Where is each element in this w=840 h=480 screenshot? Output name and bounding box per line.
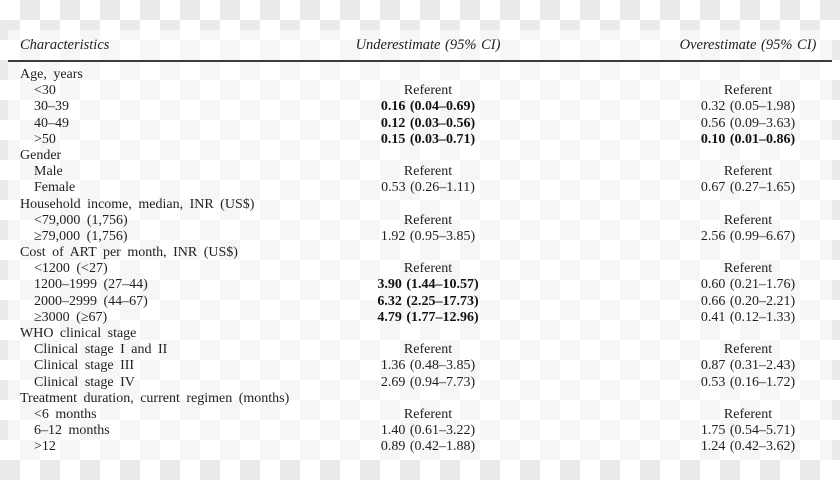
section-label: WHO clinical stage [20, 326, 137, 341]
row-label: >50 [34, 131, 56, 147]
underestimate-value: 1.40 (0.61–3.22) [380, 423, 476, 439]
row-label: Clinical stage I and II [34, 342, 168, 358]
column-header-underestimate: Underestimate (95% CI) [355, 37, 501, 53]
row-label: <30 [34, 83, 56, 99]
overestimate-value: 0.87 (0.31–2.43) [700, 358, 796, 374]
table-row: 2000–2999 (44–67) 6.32 (2.25–17.73) 0.66 (… [8, 294, 832, 310]
table-body: Age, years <30 Referent Referent 30–39 0.16 (… [8, 62, 832, 456]
row-label: 1200–1999 (27–44) [34, 277, 148, 293]
table-section-row: Gender [8, 148, 832, 164]
row-label: Clinical stage IV [34, 374, 135, 390]
underestimate-value: Referent [403, 342, 453, 358]
underestimate-value: 3.90 (1.44–10.57) [377, 277, 479, 293]
row-label: 40–49 [34, 115, 69, 131]
underestimate-value: Referent [403, 406, 453, 422]
row-label: Female [34, 180, 76, 196]
overestimate-value: 2.56 (0.99–6.67) [700, 228, 796, 244]
table-row: 40–49 0.12 (0.03–0.56) 0.56 (0.09–3.63) [8, 116, 832, 132]
overestimate-value: 0.10 (0.01–0.86) [700, 131, 796, 147]
row-label: <6 months [34, 406, 97, 422]
table-row: >12 0.89 (0.42–1.88) 1.24 (0.42–3.62) [8, 439, 832, 455]
underestimate-value: 6.32 (2.25–17.73) [377, 293, 479, 309]
underestimate-value: Referent [403, 83, 453, 99]
column-header-characteristics: Characteristics [20, 37, 110, 53]
table-row: Clinical stage III 1.36 (0.48–3.85) 0.87 (… [8, 358, 832, 374]
underestimate-value: Referent [403, 261, 453, 277]
table-row: <79,000 (1,756) Referent Referent [8, 213, 832, 229]
overestimate-value: 0.41 (0.12–1.33) [700, 309, 796, 325]
row-label: 30–39 [34, 99, 69, 115]
underestimate-value: 0.53 (0.26–1.11) [381, 180, 475, 196]
table-row: ≥79,000 (1,756) 1.92 (0.95–3.85) 2.56 (0.9… [8, 229, 832, 245]
underestimate-value: 0.89 (0.42–1.88) [380, 439, 476, 455]
overestimate-value: 0.56 (0.09–3.63) [700, 115, 796, 131]
row-label: <1200 (<27) [34, 261, 108, 277]
table-row: Clinical stage IV 2.69 (0.94–7.73) 0.53 (0… [8, 375, 832, 391]
row-label: 6–12 months [34, 423, 110, 439]
underestimate-value: 4.79 (1.77–12.96) [377, 309, 479, 325]
underestimate-value: Referent [403, 212, 453, 228]
table-row: <30 Referent Referent [8, 83, 832, 99]
table-row: ≥3000 (≥67) 4.79 (1.77–12.96) 0.41 (0.12–1… [8, 310, 832, 326]
row-label: <79,000 (1,756) [34, 212, 128, 228]
table-row: <6 months Referent Referent [8, 407, 832, 423]
underestimate-value: 0.16 (0.04–0.69) [380, 99, 476, 115]
underestimate-value: 1.36 (0.48–3.85) [380, 358, 476, 374]
section-label: Age, years [20, 67, 83, 82]
column-header-overestimate: Overestimate (95% CI) [679, 37, 817, 53]
table-section-row: Cost of ART per month, INR (US$) [8, 245, 832, 261]
row-label: Male [34, 164, 63, 180]
row-label: Clinical stage III [34, 358, 135, 374]
table-row: >50 0.15 (0.03–0.71) 0.10 (0.01–0.86) [8, 132, 832, 148]
paper-statistics-table: Characteristics Underestimate (95% CI) O… [8, 30, 832, 460]
table-header-row: Characteristics Underestimate (95% CI) O… [8, 30, 832, 62]
overestimate-value: Referent [723, 406, 773, 422]
overestimate-value: 0.66 (0.20–2.21) [700, 293, 796, 309]
table-row: <1200 (<27) Referent Referent [8, 261, 832, 277]
table-section-row: Treatment duration, current regimen (mon… [8, 391, 832, 407]
overestimate-value: Referent [723, 342, 773, 358]
underestimate-value: 2.69 (0.94–7.73) [380, 374, 476, 390]
overestimate-value: 0.53 (0.16–1.72) [700, 374, 796, 390]
section-label: Gender [20, 147, 62, 163]
overestimate-value: 0.60 (0.21–1.76) [700, 277, 796, 293]
overestimate-value: 1.75 (0.54–5.71) [700, 423, 796, 439]
overestimate-value: Referent [723, 83, 773, 99]
underestimate-value: 0.15 (0.03–0.71) [380, 131, 476, 147]
table-row: Clinical stage I and II Referent Referent [8, 342, 832, 358]
overestimate-value: 0.67 (0.27–1.65) [700, 180, 796, 196]
row-label: ≥79,000 (1,756) [34, 228, 128, 244]
table-section-row: Age, years [8, 67, 832, 83]
overestimate-value: 1.24 (0.42–3.62) [700, 439, 796, 455]
overestimate-value: Referent [723, 261, 773, 277]
table-row: 30–39 0.16 (0.04–0.69) 0.32 (0.05–1.98) [8, 99, 832, 115]
section-label: Household income, median, INR (US$) [20, 196, 255, 212]
table-row: Female 0.53 (0.26–1.11) 0.67 (0.27–1.65) [8, 180, 832, 196]
section-label: Cost of ART per month, INR (US$) [20, 245, 238, 261]
overestimate-value: Referent [723, 164, 773, 180]
underestimate-value: Referent [403, 164, 453, 180]
row-label: >12 [34, 439, 56, 455]
underestimate-value: 0.12 (0.03–0.56) [380, 115, 476, 131]
table-section-row: WHO clinical stage [8, 326, 832, 342]
row-label: ≥3000 (≥67) [34, 309, 108, 325]
table-row: 6–12 months 1.40 (0.61–3.22) 1.75 (0.54–5.… [8, 423, 832, 439]
row-label: 2000–2999 (44–67) [34, 293, 148, 309]
table-row: 1200–1999 (27–44) 3.90 (1.44–10.57) 0.60 (… [8, 277, 832, 293]
overestimate-value: Referent [723, 212, 773, 228]
table-section-row: Household income, median, INR (US$) [8, 197, 832, 213]
table-row: Male Referent Referent [8, 164, 832, 180]
underestimate-value: 1.92 (0.95–3.85) [380, 228, 476, 244]
section-label: Treatment duration, current regimen (mon… [20, 390, 290, 406]
overestimate-value: 0.32 (0.05–1.98) [700, 99, 796, 115]
